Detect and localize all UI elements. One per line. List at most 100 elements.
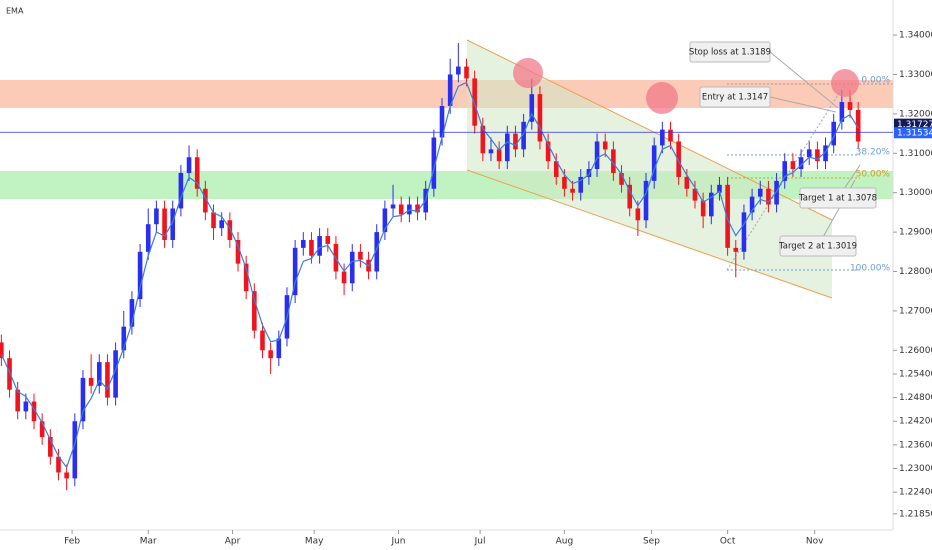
y-tick-label: 1.32000 [899,109,932,119]
candle-body [725,184,730,248]
candle-body [56,456,61,473]
candle-body [64,472,69,479]
callout-box [699,86,771,108]
y-tick-label: 1.34000 [899,31,932,41]
candle-body [96,362,102,386]
candle-body [121,326,127,351]
fib-label: 100.00% [850,264,890,274]
candle-body [798,157,804,170]
candle-body [611,149,616,173]
candle-body [651,145,657,181]
candle-body [708,192,714,217]
y-tick-label: 1.26000 [899,346,932,356]
y-tick-label: 1.23000 [899,464,932,474]
candle-body [439,106,445,138]
candle-body [839,102,845,122]
candle-body [692,188,698,201]
candle-body [415,204,420,213]
candle-body [325,236,331,244]
candle-body [382,208,388,233]
callout-text: Target 2 at 1.3019 [778,242,857,252]
candle-body [627,184,632,209]
candle-body [178,172,184,209]
candle-body [129,299,135,327]
price-box [894,127,932,139]
callout-text: Stop loss at 1.3189 [689,48,771,58]
candle-body [268,350,273,359]
candle-body [431,137,437,189]
x-tick-label: Oct [720,537,736,547]
candle-body [105,362,110,398]
candle-body [170,208,176,240]
candle-body [88,377,94,386]
candle-body [790,161,796,170]
y-tick-label: 1.29000 [899,228,932,238]
candle-body [823,145,828,162]
callout-text: Entry at 1.3147 [702,93,768,103]
candle-body [757,188,763,197]
marks [0,42,861,491]
fib-label: 38.20% [856,148,891,158]
candle-body [537,94,543,142]
highlight-circle [831,69,859,97]
y-tick-label: 1.31000 [899,149,932,159]
candle-body [847,102,853,110]
candle-body [741,212,747,252]
candle-body [186,157,192,173]
candle-body [48,437,53,457]
candle-body [831,121,837,146]
candle-body [31,401,37,422]
fib-label: 50.00% [856,170,891,180]
candle-body [72,421,78,479]
candle-body [553,161,559,177]
candle-body [398,204,404,215]
candle-body [309,239,314,256]
candle-body [23,401,29,412]
candle-body [80,377,86,422]
candle-body [480,125,486,154]
candle-body [15,389,20,412]
candle-body [341,271,347,284]
candle-body [260,330,265,351]
candle-body [39,421,45,438]
candle-body [292,247,298,296]
ema-line [0,81,859,469]
highlight-circle [646,82,678,114]
candle-body [700,200,706,217]
candle-body [447,74,453,106]
candle-body [668,129,673,142]
x-tick-label: Jun [390,537,405,547]
candle-body [815,149,820,162]
candle-body [317,236,322,256]
candle-body [504,133,510,162]
candle-body [0,342,4,359]
connector [769,51,839,109]
callout-box [779,235,857,257]
channel-fill [467,40,832,298]
candle-body [154,208,159,225]
candle-body [472,78,477,126]
candle-body [390,204,396,209]
candle-body [211,212,216,229]
candle-body [145,224,151,252]
candle-body [774,180,779,205]
candle-body [300,239,306,248]
y-tick-label: 1.23600 [899,440,932,450]
y-tick-label: 1.24200 [899,417,932,427]
candle-body [349,251,355,284]
price-label: 1.31727 [897,120,932,130]
candle-body [358,251,363,260]
price-label: 1.31534 [897,129,932,139]
y-tick-label: 1.22400 [899,488,932,498]
x-tick-label: Aug [556,537,574,547]
fib-label: 0.00% [861,76,890,86]
channel-lower [466,169,833,299]
candle-body [137,251,143,300]
x-tick-label: Nov [806,537,824,547]
candle-body [660,129,665,146]
candle-body [545,141,551,162]
fib-trend [726,83,846,271]
candle-body [7,358,12,390]
callout-box [799,187,877,209]
